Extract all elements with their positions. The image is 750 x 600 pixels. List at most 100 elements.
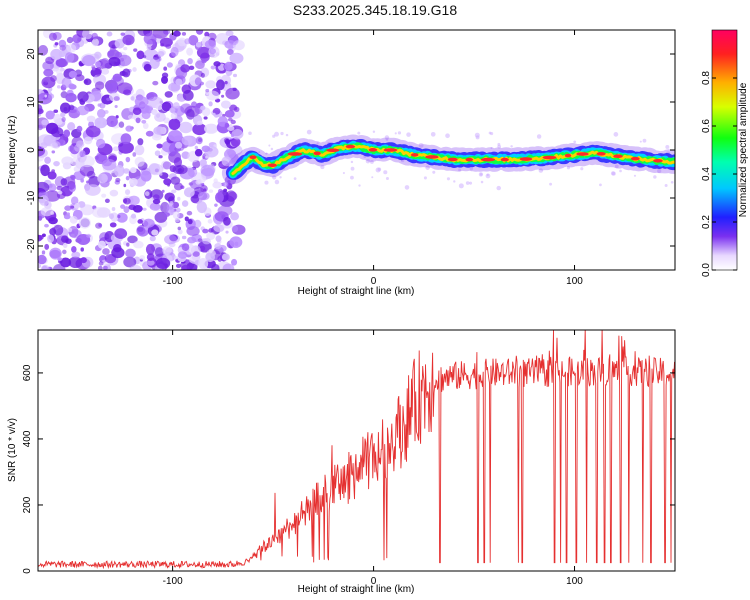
noise-blob <box>202 228 209 234</box>
noise-blob <box>158 155 163 159</box>
noise-blob <box>195 41 202 48</box>
noise-blob <box>132 107 142 115</box>
snr-xtick-label: -100 <box>163 576 183 587</box>
noise-blob <box>233 106 240 113</box>
noise-blob <box>182 89 194 101</box>
noise-blob <box>152 80 159 86</box>
noise-blob <box>166 62 173 68</box>
noise-blob <box>48 183 53 188</box>
noise-blob <box>222 263 235 270</box>
noise-blob <box>123 206 130 214</box>
noise-dot <box>342 171 345 175</box>
noise-blob <box>163 178 172 186</box>
noise-dot <box>358 184 361 187</box>
noise-blob <box>71 246 77 253</box>
noise-blob <box>113 165 125 177</box>
noise-dot <box>458 168 462 172</box>
noise-blob <box>179 121 193 134</box>
noise-blob <box>99 102 106 109</box>
noise-blob <box>132 152 137 157</box>
noise-blob <box>124 189 131 195</box>
noise-blob <box>205 88 210 93</box>
noise-blob <box>53 113 62 124</box>
noise-blob <box>80 166 84 170</box>
noise-blob <box>49 247 62 260</box>
noise-blob <box>205 252 216 263</box>
colorbar-tick-label: 0.0 <box>701 263 712 277</box>
noise-blob <box>232 73 238 78</box>
noise-blob <box>227 191 238 201</box>
noise-blob <box>213 224 225 233</box>
noise-blob <box>112 73 122 82</box>
colorbar-tick-label: 0.2 <box>701 215 712 229</box>
noise-blob <box>64 52 75 63</box>
colorbar-tick-label: 0.6 <box>701 119 712 133</box>
noise-blob <box>137 226 146 235</box>
ridge-peak <box>613 154 623 159</box>
noise-blob <box>38 254 47 265</box>
noise-blob <box>200 105 206 111</box>
noise-blob <box>45 56 55 65</box>
noise-dot <box>639 140 642 143</box>
spectrogram-ytick-label: -10 <box>26 190 37 205</box>
noise-blob <box>92 207 107 218</box>
noise-blob <box>187 218 193 225</box>
noise-scatter <box>38 30 674 270</box>
noise-blob <box>38 263 42 269</box>
noise-blob <box>173 30 181 37</box>
noise-blob <box>94 67 102 76</box>
noise-blob <box>43 68 54 77</box>
noise-blob <box>195 60 205 70</box>
noise-dot <box>404 185 410 190</box>
ridge-peak <box>287 152 303 156</box>
ridge-peak <box>368 148 378 152</box>
noise-blob <box>215 192 224 203</box>
noise-blob <box>106 82 119 94</box>
noise-blob <box>177 37 187 47</box>
snr-series <box>38 330 675 570</box>
noise-dot <box>268 144 271 147</box>
noise-dot <box>490 146 493 149</box>
noise-blob <box>130 96 135 101</box>
noise-blob <box>61 116 66 122</box>
noise-dot <box>258 151 261 154</box>
noise-blob <box>146 260 155 266</box>
noise-blob <box>132 67 137 72</box>
noise-blob <box>129 177 138 186</box>
noise-dot <box>599 183 602 187</box>
noise-blob <box>216 79 225 91</box>
noise-blob <box>113 96 120 101</box>
noise-dot <box>510 145 513 148</box>
noise-blob <box>153 55 159 60</box>
noise-blob <box>163 66 168 71</box>
noise-dot <box>365 159 371 164</box>
noise-blob <box>210 65 216 70</box>
noise-blob <box>161 189 165 193</box>
noise-blob <box>230 137 241 147</box>
noise-blob <box>172 102 180 109</box>
noise-blob <box>164 91 173 98</box>
noise-blob <box>63 107 68 112</box>
noise-blob <box>142 55 147 59</box>
noise-blob <box>206 90 220 101</box>
noise-blob <box>181 200 189 207</box>
noise-dot <box>446 177 450 181</box>
ridge-peak <box>480 157 496 162</box>
noise-blob <box>44 243 50 250</box>
ridge-peak <box>596 152 606 156</box>
noise-blob <box>74 144 82 152</box>
noise-blob <box>68 104 75 111</box>
noise-blob <box>41 76 56 89</box>
noise-dot <box>614 164 619 169</box>
noise-blob <box>96 108 106 118</box>
noise-blob <box>45 122 59 134</box>
noise-blob <box>115 177 121 183</box>
noise-blob <box>154 247 164 257</box>
noise-blob <box>66 212 70 216</box>
noise-blob <box>38 124 43 131</box>
noise-blob <box>213 61 221 67</box>
noise-blob <box>145 130 154 137</box>
noise-blob <box>101 68 110 75</box>
noise-blob <box>127 235 138 244</box>
noise-dot <box>372 130 376 133</box>
